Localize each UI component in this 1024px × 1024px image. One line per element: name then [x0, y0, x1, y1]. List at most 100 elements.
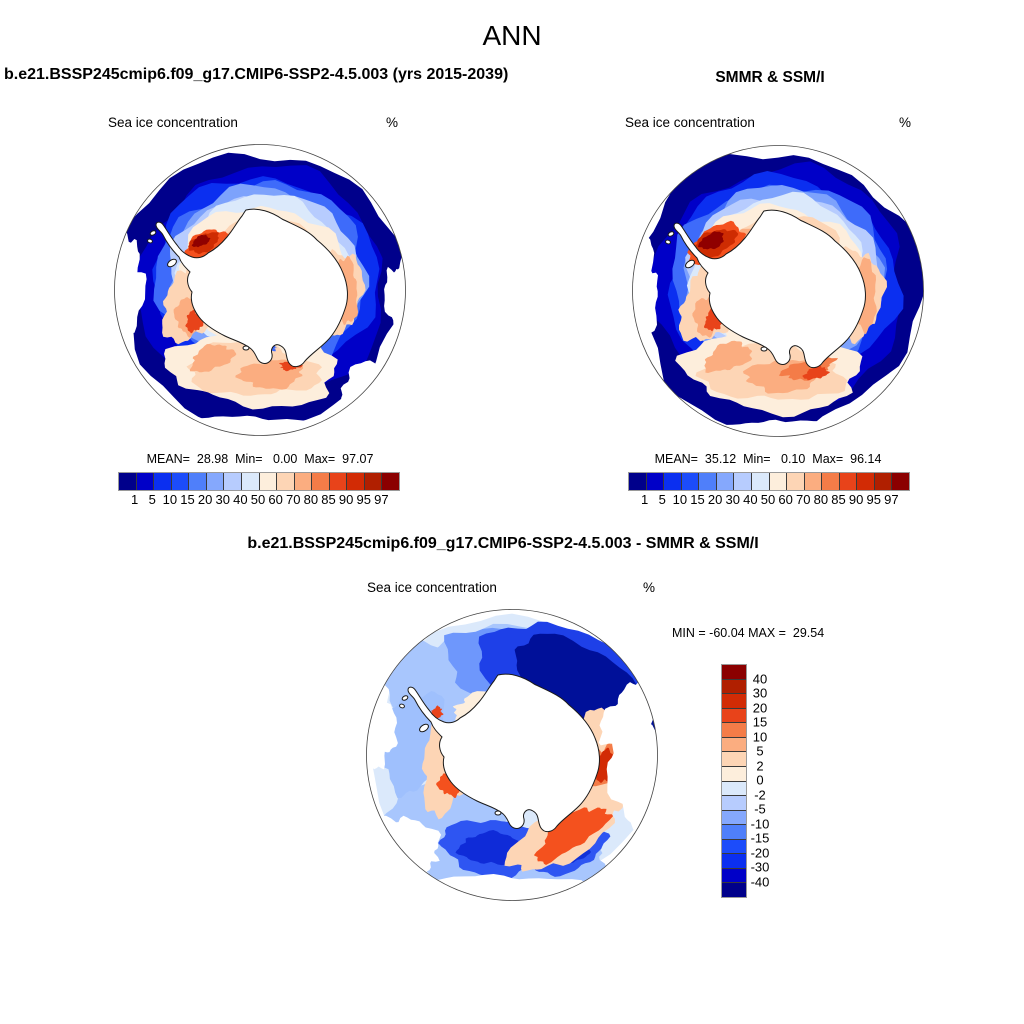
diff-colorbar-ticks: 40 30 20 15 10 5 2 0 -2 -5 -10 -15 -20 -30 -40	[745, 664, 775, 896]
diff-minmax-line: MIN = -60.04 MAX = 29.54	[672, 626, 825, 640]
colorbar-segment	[722, 665, 746, 679]
colorbar-tick-label: 1	[641, 492, 649, 507]
contour-band	[704, 340, 753, 373]
colorbar-segment	[223, 473, 241, 490]
colorbar-segment	[722, 838, 746, 854]
model-colorbar	[118, 472, 400, 491]
model-panel-title: b.e21.BSSP245cmip6.f09_g17.CMIP6-SSP2-4.…	[4, 66, 509, 83]
colorbar-segment	[722, 795, 746, 810]
contour-band	[533, 807, 614, 865]
colorbar-segment	[722, 809, 746, 825]
colorbar-segment	[311, 473, 329, 490]
colorbar-tick-label: 80	[813, 492, 829, 507]
colorbar-tick-label: 2	[756, 758, 764, 773]
colorbar-tick-label: 50	[760, 492, 776, 507]
colorbar-segment	[629, 473, 646, 490]
contour-band	[339, 359, 406, 426]
colorbar-tick-label: 5	[148, 492, 156, 507]
colorbar-tick-label: 60	[268, 492, 283, 507]
colorbar-segment	[188, 473, 206, 490]
colorbar-tick-label: -40	[750, 874, 770, 889]
colorbar-tick-label: 20	[197, 492, 213, 507]
colorbar-tick-label: 10	[162, 492, 178, 507]
model-units-label: %	[386, 115, 399, 130]
colorbar-segment	[381, 473, 399, 490]
colorbar-segment	[293, 473, 312, 490]
colorbar-tick-label: 97	[374, 492, 389, 507]
obs-panel-title: SMMR & SSM/I	[715, 69, 825, 86]
obs-field-label: Sea ice concentration	[625, 115, 755, 130]
colorbar-tick-label: 90	[338, 492, 354, 507]
colorbar-tick-label: 15	[690, 492, 705, 507]
colorbar-tick-label: 20	[707, 492, 723, 507]
contour-band	[366, 683, 398, 770]
colorbar-segment	[258, 473, 277, 490]
colorbar-segment	[722, 824, 746, 839]
obs-colorbar	[628, 472, 910, 491]
colorbar-tick-label: 85	[321, 492, 336, 507]
map-boundary-circle	[366, 609, 658, 901]
colorbar-tick-label: 5	[658, 492, 666, 507]
colorbar-segment	[722, 707, 746, 723]
colorbar-segment	[722, 780, 746, 796]
colorbar-segment	[680, 473, 699, 490]
season-title: ANN	[482, 20, 542, 51]
colorbar-segment	[170, 473, 189, 490]
colorbar-tick-label: -5	[754, 801, 766, 817]
diff-panel-title: b.e21.BSSP245cmip6.f09_g17.CMIP6-SSP2-4.…	[247, 535, 759, 552]
colorbar-tick-label: 10	[752, 729, 768, 744]
colorbar-segment	[722, 678, 746, 694]
colorbar-tick-label: 90	[848, 492, 864, 507]
colorbar-segment	[722, 882, 746, 897]
model-map	[114, 144, 406, 436]
colorbar-segment	[722, 853, 746, 868]
colorbar-segment	[205, 473, 224, 490]
colorbar-tick-label: 95	[866, 492, 881, 507]
colorbar-tick-label: 80	[303, 492, 319, 507]
colorbar-segment	[715, 473, 734, 490]
colorbar-tick-label: 95	[356, 492, 371, 507]
contour-band	[598, 676, 657, 752]
colorbar-segment	[856, 473, 874, 490]
colorbar-tick-label: -20	[750, 845, 770, 860]
colorbar-tick-label: 30	[215, 492, 230, 507]
colorbar-segment	[135, 473, 154, 490]
colorbar-tick-label: 40	[743, 492, 758, 507]
colorbar-tick-label: 85	[831, 492, 846, 507]
colorbar-segment	[153, 473, 171, 490]
contour-band	[189, 344, 237, 373]
colorbar-segment	[645, 473, 664, 490]
colorbar-segment	[722, 765, 746, 781]
colorbar-segment	[363, 473, 382, 490]
colorbar-segment	[733, 473, 751, 490]
colorbar-segment	[722, 693, 746, 708]
colorbar-segment	[891, 473, 909, 490]
obs-units-label: %	[899, 115, 912, 130]
model-field-label: Sea ice concentration	[108, 115, 238, 130]
colorbar-segment	[803, 473, 822, 490]
colorbar-segment	[768, 473, 787, 490]
colorbar-tick-label: -2	[754, 787, 766, 802]
obs-stats-line: MEAN= 35.12 Min= 0.10 Max= 96.14	[654, 452, 882, 466]
contour-band	[411, 874, 604, 901]
contour-band	[114, 228, 147, 351]
obs-colorbar-ticks: 1 5 10 15 20 30 40 50 60 70 80 85 90 95 97	[627, 492, 909, 507]
colorbar-tick-label: 5	[756, 743, 764, 759]
obs-map	[632, 145, 924, 437]
colorbar-segment	[346, 473, 364, 490]
colorbar-tick-label: 0	[756, 772, 764, 788]
colorbar-segment	[722, 867, 746, 883]
colorbar-segment	[328, 473, 347, 490]
contour-band	[710, 419, 831, 437]
map-boundary-circle	[632, 145, 924, 437]
colorbar-segment	[838, 473, 857, 490]
colorbar-tick-label: 15	[180, 492, 195, 507]
colorbar-tick-label: 70	[286, 492, 301, 507]
diff-units-label: %	[643, 580, 656, 595]
colorbar-segment	[873, 473, 892, 490]
contour-band	[778, 357, 839, 381]
colorbar-tick-label: 40	[752, 671, 768, 686]
colorbar-tick-label: 20	[752, 700, 768, 715]
colorbar-tick-label: 1	[131, 492, 139, 507]
colorbar-tick-label: 97	[884, 492, 899, 507]
